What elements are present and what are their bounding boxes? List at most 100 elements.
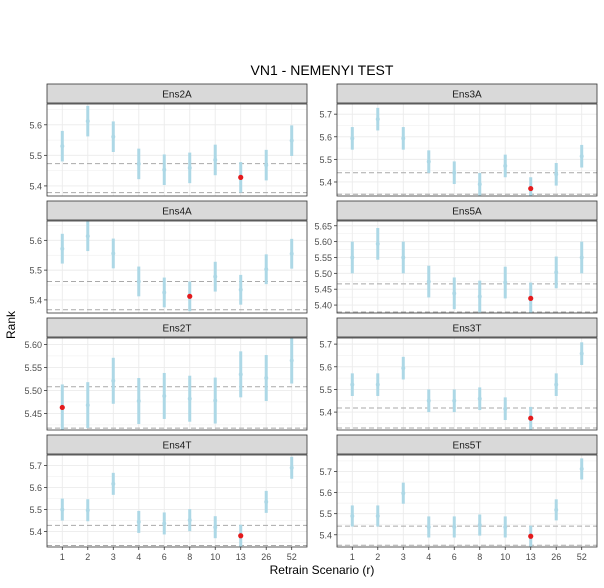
rank-point [238,287,243,292]
best-point [59,404,65,411]
x-tick-label: 4 [426,552,431,562]
x-tick-label: 10 [210,552,220,562]
rank-point [162,393,167,398]
x-tick-label: 26 [261,552,271,562]
rank-point [238,372,243,377]
y-tick-label: 5.7 [319,467,332,477]
x-tick-label: 3 [111,552,116,562]
facet-strip [46,83,308,104]
y-tick-label: 5.7 [319,110,332,120]
y-tick-label: 5.4 [29,527,42,537]
x-tick-label: 3 [401,552,406,562]
x-tick-label: 2 [375,552,380,562]
y-tick-label: 5.55 [314,253,332,263]
x-tick-label: 13 [236,552,246,562]
y-tick-label: 5.5 [319,155,332,165]
y-tick-label: 5.45 [24,409,42,419]
x-tick-label: 1 [350,552,355,562]
rank-point [579,466,584,471]
facet-strip-label: Ens4A [162,207,192,218]
facet-strip-label: Ens5A [452,207,482,218]
rank-point [85,403,90,408]
x-tick-label: 6 [452,552,457,562]
panel-border [46,103,308,197]
x-tick-label: 26 [551,552,561,562]
y-tick-label: 5.60 [24,340,42,350]
facet-strip-label: Ens2A [162,90,192,101]
rank-point [579,255,584,260]
y-tick-label: 5.6 [29,236,42,246]
rank-point [350,255,355,260]
rank-point [187,518,192,523]
panel-background [337,455,597,547]
facet-panel-ens3t: Ens3T 5.4 5.5 5.6 5.7 [319,317,598,431]
y-tick-label: 5.6 [319,362,332,372]
rank-point [350,513,355,518]
rank-point [554,172,559,177]
y-tick-label: 5.5 [319,509,332,519]
y-tick-label: 5.5 [29,266,42,276]
rank-point [111,378,116,383]
panel-border [46,454,308,548]
y-tick-label: 5.7 [29,461,42,471]
facet-strip [46,200,308,221]
rank-point [477,182,482,187]
rank-point [213,274,218,279]
rank-point [554,270,559,275]
facet-panels: Ens2A5.45.55.6Ens3A5.45.55.65.7Ens4A5.45… [24,83,598,562]
facet-strip [46,434,308,455]
rank-point [401,366,406,371]
rank-point [162,290,167,295]
facet-panel-ens4t: Ens4T 5.4 5.5 5.6 5.7 1 2 3 4 6 8 10 13 26 52 [29,434,308,562]
facet-strip-label: Ens3T [453,324,482,335]
rank-point [401,255,406,260]
rank-point [162,167,167,172]
rank-point [187,396,192,401]
x-tick-label: 1 [60,552,65,562]
y-tick-label: 5.50 [314,269,332,279]
facet-strip-label: Ens5T [453,441,482,452]
rank-point [375,513,380,518]
y-axis-label: Rank [4,310,18,339]
panel-border [46,337,308,431]
rank-point [426,524,431,529]
y-tick-label: 5.40 [314,301,332,311]
panel-border [336,454,598,548]
facet-panel-ens2a: Ens2A 5.4 5.5 5.6 [29,83,308,197]
rank-point [426,398,431,403]
rank-point [503,406,508,411]
x-tick-label: 52 [577,552,587,562]
rank-point [111,134,116,139]
best-point [528,533,534,539]
rank-point [375,117,380,122]
rank-point [452,524,457,529]
rank-point [579,154,584,159]
facet-strip [336,317,598,338]
rank-point [187,165,192,170]
facet-strip [46,317,308,338]
y-tick-label: 5.60 [314,237,332,247]
rank-point [136,279,141,284]
rank-point [289,251,294,256]
best-point [238,533,244,539]
rank-point [350,382,355,387]
rank-point [401,136,406,141]
rank-point [60,507,65,512]
y-tick-label: 5.5 [319,385,332,395]
panel-background [47,338,307,430]
rank-point [289,465,294,470]
rank-point [554,507,559,512]
facet-panel-ens5t: Ens5T 5.4 5.5 5.6 5.7 1 2 3 4 6 8 10 13 26 52 [319,434,598,562]
panel-background [337,338,597,430]
rank-point [264,267,269,272]
rank-point [375,241,380,246]
y-tick-label: 5.6 [319,488,332,498]
rank-point [579,351,584,356]
best-point [187,293,193,299]
panel-border [336,103,598,197]
facet-panel-ens5a: Ens5A 5.40 5.45 5.50 5.55 5.60 5.65 [314,200,598,314]
facet-panel-ens4a: Ens4A 5.4 5.5 5.6 [29,200,308,314]
y-tick-label: 5.4 [319,177,332,187]
y-tick-label: 5.4 [319,408,332,418]
